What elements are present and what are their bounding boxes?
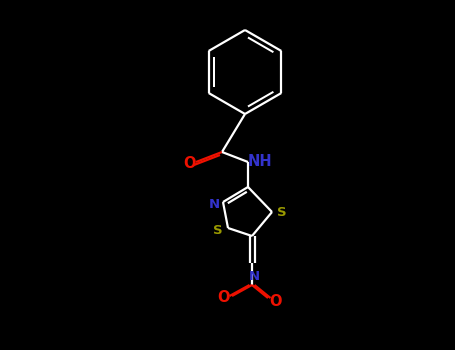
Text: N: N [248,271,259,284]
Text: S: S [213,224,223,238]
Text: O: O [218,290,230,306]
Text: NH: NH [248,154,272,168]
Text: O: O [183,155,195,170]
Text: S: S [277,205,287,218]
Text: N: N [208,197,220,210]
Text: O: O [270,294,282,308]
